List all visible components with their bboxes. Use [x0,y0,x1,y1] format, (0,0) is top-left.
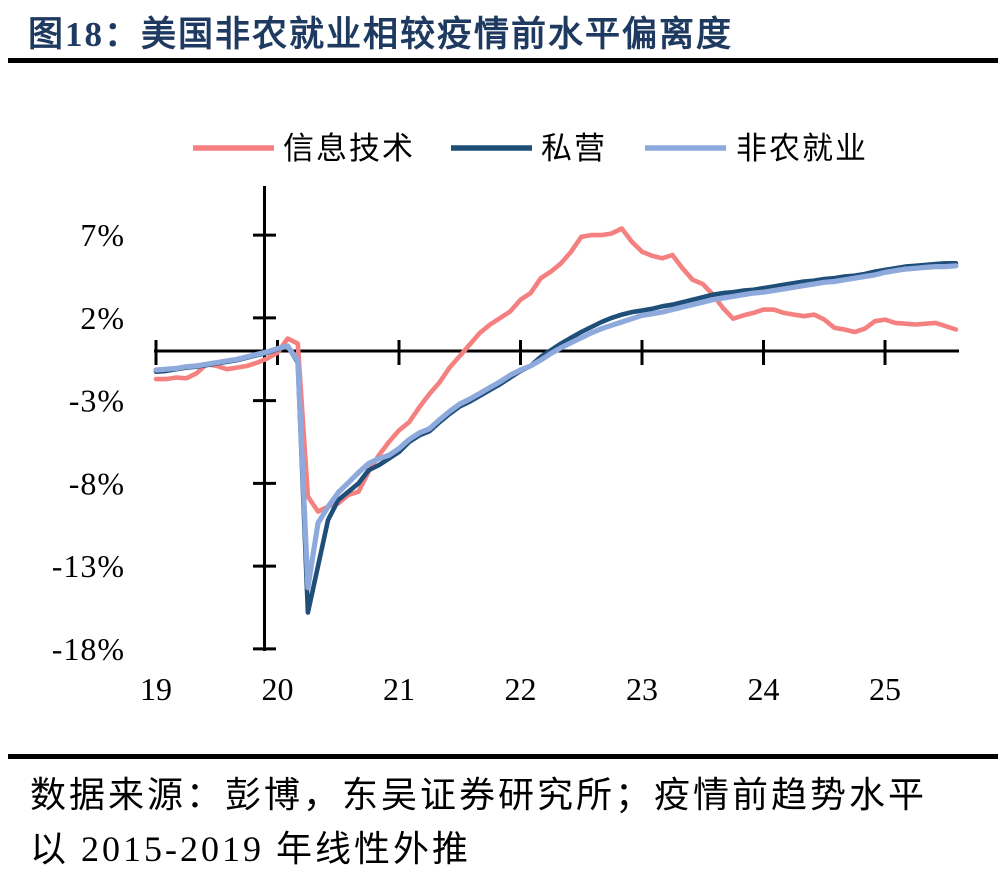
y-tick-label: 2% [80,300,125,336]
series-line-nonfarm [153,263,959,591]
data-series [153,226,959,615]
x-tick-label: 23 [626,671,658,707]
source-note-line2: 以 2015-2019 年线性外推 [30,829,471,869]
axis-tick-labels: 7% 2% -3% -8% -13% -18% 19 20 21 22 23 24 25 [52,217,901,707]
y-tick-label: -8% [69,465,125,501]
legend-label-nonfarm: 非农就业 [736,131,868,166]
x-tick-label: 19 [140,671,172,707]
legend-label-it: 信息技术 [283,131,415,166]
series-line-private [153,260,959,615]
legend: 信息技术 私营 非农就业 [193,131,868,166]
y-tick-label: -13% [52,548,125,584]
x-tick-label: 25 [869,671,901,707]
footer-divider-rule [8,754,998,759]
axes [154,186,959,651]
legend-label-private: 私营 [541,131,607,166]
employment-deviation-line-chart: 信息技术 私营 非农就业 7% 2% -3% -8% -13% -18% 19 20 21 22 2… [52,131,959,707]
x-tick-label: 20 [262,671,294,707]
x-tick-label: 22 [505,671,537,707]
source-note-line1: 数据来源：彭博，东吴证券研究所；疫情前趋势水平 [30,775,928,815]
x-tick-label: 24 [748,671,780,707]
y-tick-label: -18% [52,631,125,667]
figure-title: 图18：美国非农就业相较疫情前水平偏离度 [28,15,734,54]
series-line-it [153,226,959,514]
x-tick-label: 21 [383,671,415,707]
y-tick-label: 7% [80,217,125,253]
y-tick-label: -3% [69,383,125,419]
title-divider-rule [8,58,998,63]
